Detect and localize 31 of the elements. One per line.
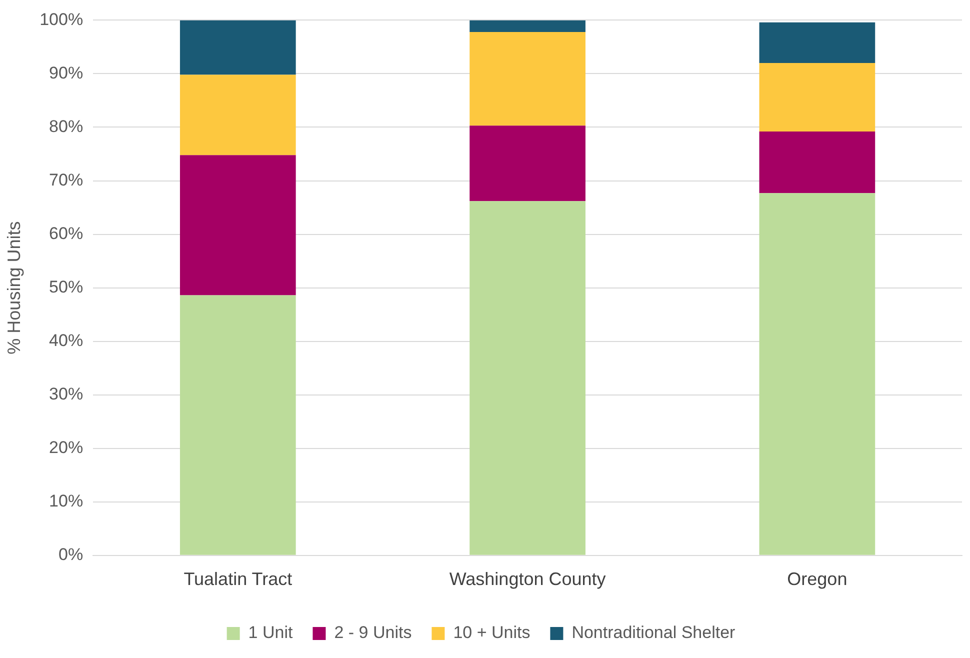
y-tick-label: 20%	[49, 438, 84, 458]
legend-label: 2 - 9 Units	[334, 623, 412, 642]
y-tick-label: 70%	[49, 170, 84, 190]
bar	[180, 20, 296, 75]
bar	[470, 20, 586, 32]
y-tick-label: 0%	[58, 545, 84, 564]
legend-label: 1 Unit	[248, 623, 293, 642]
y-tick-label: 50%	[49, 277, 84, 296]
bar	[470, 126, 586, 202]
legend-label: Nontraditional Shelter	[572, 623, 736, 642]
x-tick-label: Washington County	[449, 569, 606, 590]
y-axis-title: % Housing Units	[4, 221, 24, 354]
y-tick-label: 60%	[49, 224, 84, 243]
x-tick-label: Tualatin Tract	[184, 569, 292, 590]
bar	[180, 74, 296, 156]
y-tick-label: 80%	[49, 116, 84, 136]
y-tick-label: 30%	[49, 384, 84, 404]
bar	[759, 22, 876, 64]
bar	[180, 155, 296, 296]
bar	[759, 63, 876, 132]
bar	[759, 193, 876, 555]
bar	[470, 201, 586, 555]
bar	[470, 32, 586, 126]
y-tick-label: 90%	[49, 63, 84, 82]
x-tick-label: Oregon	[787, 569, 848, 590]
y-tick-label: 10%	[49, 492, 84, 511]
y-tick-label: 40%	[49, 331, 84, 350]
legend-label: 10 + Units	[453, 623, 530, 642]
y-tick-label: 100%	[40, 10, 84, 29]
bar	[180, 295, 296, 555]
bar	[759, 132, 876, 194]
